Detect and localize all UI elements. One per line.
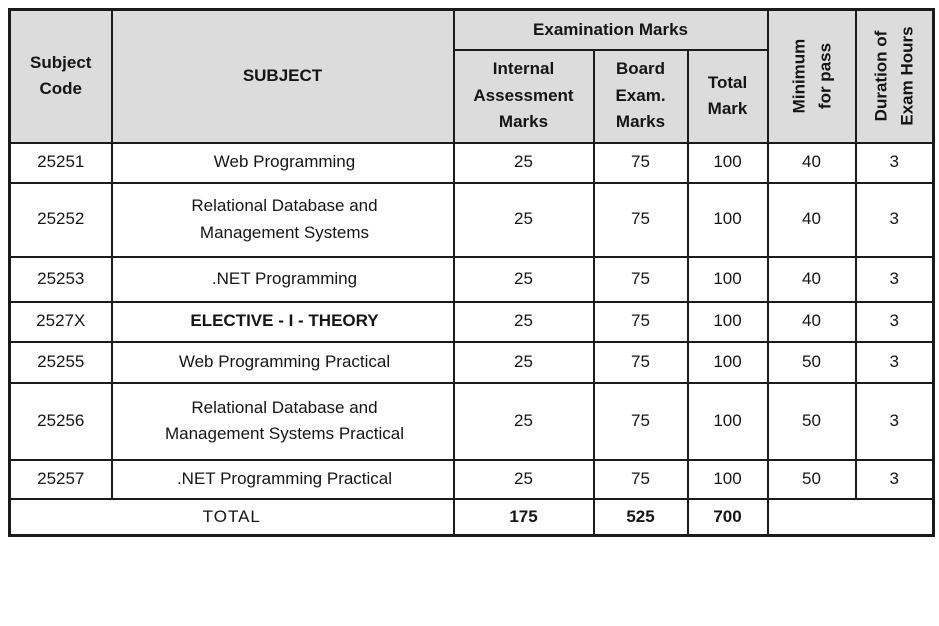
header-internal-assessment: Internal Assessment Marks [452, 48, 595, 144]
duration-cell: 3 [854, 300, 935, 343]
marks-table: Subject Code SUBJECT Examination Marks M… [8, 8, 936, 537]
internal-marks-cell: 25 [452, 255, 595, 303]
min-pass-cell: 40 [766, 181, 857, 258]
min-pass-cell: 50 [766, 381, 857, 461]
table-row: 25257 .NET Programming Practical 25 75 1… [8, 458, 935, 500]
document-sheet: Subject Code SUBJECT Examination Marks M… [8, 8, 936, 537]
internal-marks-cell: 25 [452, 300, 595, 343]
total-mark-cell: 100 [686, 458, 769, 500]
min-pass-cell: 40 [766, 300, 857, 343]
duration-cell: 3 [854, 340, 935, 384]
total-row: TOTAL 175 525 700 [8, 497, 935, 537]
header-board-exam: Board Exam. Marks [592, 48, 689, 144]
board-marks-cell: 75 [592, 255, 689, 303]
subject-code-cell: 25256 [8, 381, 113, 461]
subject-code-cell: 25253 [8, 255, 113, 303]
board-marks-cell: 75 [592, 300, 689, 343]
total-board-cell: 525 [592, 497, 689, 537]
subject-code-cell: 25252 [8, 181, 113, 258]
subject-cell: ELECTIVE - I - THEORY [110, 300, 455, 343]
header-total-mark: Total Mark [686, 48, 769, 144]
internal-marks-cell: 25 [452, 458, 595, 500]
board-marks-cell: 75 [592, 381, 689, 461]
header-minimum-for-pass: Minimum for pass [766, 8, 857, 144]
internal-marks-cell: 25 [452, 181, 595, 258]
internal-marks-cell: 25 [452, 141, 595, 184]
subject-code-cell: 25255 [8, 340, 113, 384]
min-pass-cell: 50 [766, 340, 857, 384]
total-mark-cell: 100 [686, 255, 769, 303]
subject-code-cell: 25251 [8, 141, 113, 184]
subject-code-cell: 2527X [8, 300, 113, 343]
duration-of-exam-label: Duration of Exam Hours [871, 26, 917, 126]
total-mark-cell: 100 [686, 381, 769, 461]
min-pass-cell: 50 [766, 458, 857, 500]
total-mark-cell: 100 [686, 340, 769, 384]
min-pass-cell: 40 [766, 141, 857, 184]
total-total-cell: 700 [686, 497, 769, 537]
internal-marks-cell: 25 [452, 381, 595, 461]
duration-cell: 3 [854, 381, 935, 461]
internal-marks-cell: 25 [452, 340, 595, 384]
total-internal-cell: 175 [452, 497, 595, 537]
table-row: 25252 Relational Database and Management… [8, 181, 935, 258]
subject-cell: Web Programming [110, 141, 455, 184]
header-subject-code: Subject Code [8, 8, 113, 144]
minimum-for-pass-label: Minimum for pass [789, 38, 834, 114]
board-marks-cell: 75 [592, 458, 689, 500]
table-row: 25253 .NET Programming 25 75 100 40 3 [8, 255, 935, 303]
total-mark-cell: 100 [686, 141, 769, 184]
header-row-2: Internal Assessment Marks Board Exam. Ma… [10, 48, 934, 144]
table-row: 25255 Web Programming Practical 25 75 10… [8, 340, 935, 384]
min-pass-cell: 40 [766, 255, 857, 303]
duration-cell: 3 [854, 141, 935, 184]
total-mark-cell: 100 [686, 300, 769, 343]
total-label: TOTAL [8, 497, 455, 537]
board-marks-cell: 75 [592, 141, 689, 184]
table-row: 2527X ELECTIVE - I - THEORY 25 75 100 40… [8, 300, 935, 343]
subject-cell: Web Programming Practical [110, 340, 455, 384]
subject-cell: Relational Database and Management Syste… [110, 381, 455, 461]
header-examination-marks: Examination Marks [452, 8, 769, 51]
total-mark-cell: 100 [686, 181, 769, 258]
subject-cell: .NET Programming [110, 255, 455, 303]
subject-code-cell: 25257 [8, 458, 113, 500]
subject-cell: Relational Database and Management Syste… [110, 181, 455, 258]
table-row: 25256 Relational Database and Management… [8, 381, 935, 461]
header-duration-of-exam: Duration of Exam Hours [854, 8, 935, 144]
duration-cell: 3 [854, 255, 935, 303]
board-marks-cell: 75 [592, 340, 689, 384]
board-marks-cell: 75 [592, 181, 689, 258]
duration-cell: 3 [854, 181, 935, 258]
total-empty-cell [766, 497, 935, 537]
header-row-1: Subject Code SUBJECT Examination Marks M… [8, 8, 935, 144]
header-subject: SUBJECT [110, 8, 455, 144]
subject-cell: .NET Programming Practical [110, 458, 455, 500]
duration-cell: 3 [854, 458, 935, 500]
table-row: 25251 Web Programming 25 75 100 40 3 [8, 141, 935, 184]
